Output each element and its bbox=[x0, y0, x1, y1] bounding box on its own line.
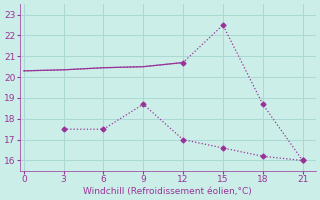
X-axis label: Windchill (Refroidissement éolien,°C): Windchill (Refroidissement éolien,°C) bbox=[84, 187, 252, 196]
